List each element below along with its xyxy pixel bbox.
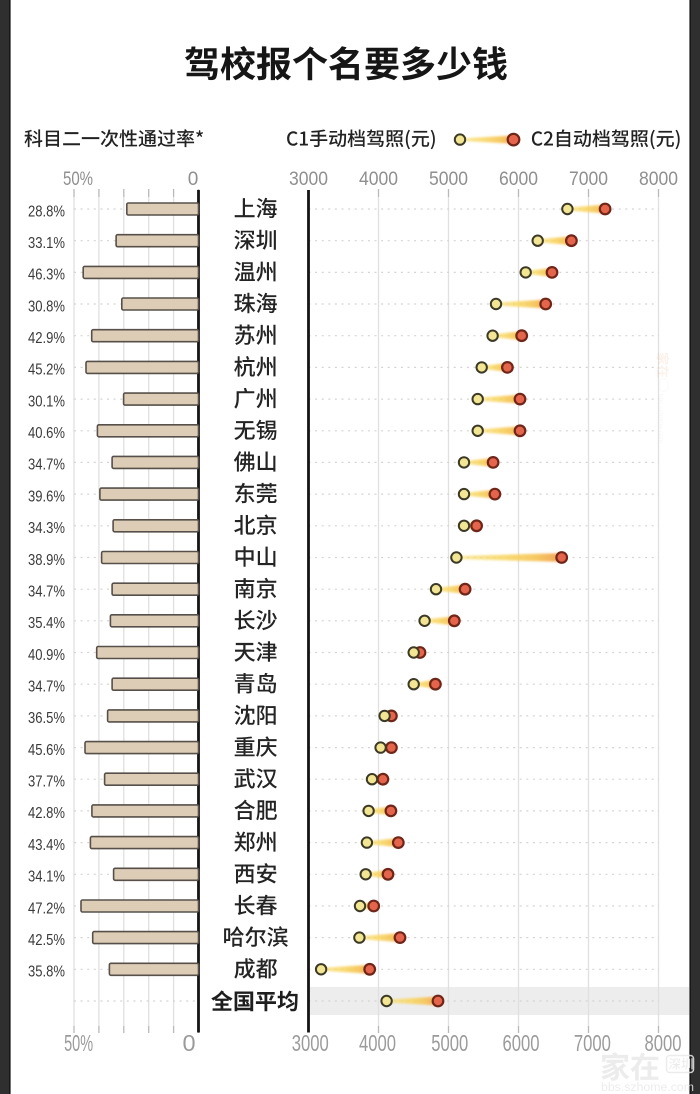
svg-text:34.3%: 34.3%: [28, 520, 65, 537]
svg-text:42.8%: 42.8%: [28, 805, 65, 822]
svg-text:36.5%: 36.5%: [28, 710, 65, 727]
svg-text:45.6%: 45.6%: [28, 742, 65, 759]
svg-text:5000: 5000: [431, 1030, 468, 1056]
svg-text:34.7%: 34.7%: [28, 679, 65, 696]
svg-text:3000: 3000: [289, 169, 328, 190]
svg-text:50%: 50%: [63, 169, 93, 190]
svg-text:5000: 5000: [429, 169, 468, 190]
svg-text:7000: 7000: [574, 1030, 611, 1056]
svg-text:4000: 4000: [359, 169, 398, 190]
svg-text:7000: 7000: [569, 169, 608, 190]
svg-text:43.4%: 43.4%: [28, 837, 65, 854]
svg-text:0: 0: [188, 169, 199, 190]
svg-text:34.7%: 34.7%: [28, 457, 65, 474]
svg-text:bbs.szhome.com: bbs.szhome.com: [601, 1082, 694, 1094]
svg-text:28.8%: 28.8%: [28, 203, 65, 220]
svg-text:40.6%: 40.6%: [28, 425, 65, 442]
svg-text:35.4%: 35.4%: [28, 615, 65, 632]
svg-text:40.9%: 40.9%: [28, 647, 65, 664]
svg-text:30.8%: 30.8%: [28, 298, 65, 315]
svg-text:8000: 8000: [645, 1030, 682, 1056]
svg-text:0: 0: [182, 1030, 195, 1056]
svg-text:45.2%: 45.2%: [28, 362, 65, 379]
svg-text:34.1%: 34.1%: [28, 869, 65, 886]
svg-text:35.8%: 35.8%: [28, 964, 65, 981]
svg-text:6000: 6000: [503, 1030, 540, 1056]
svg-text:33.1%: 33.1%: [28, 235, 65, 252]
svg-text:38.9%: 38.9%: [28, 552, 65, 569]
svg-text:46.3%: 46.3%: [28, 267, 65, 284]
svg-text:bbs.szhome.com: bbs.szhome.com: [657, 394, 664, 443]
svg-text:6000: 6000: [499, 169, 538, 190]
svg-text:34.7%: 34.7%: [28, 583, 65, 600]
svg-text:4000: 4000: [359, 1030, 396, 1056]
svg-text:42.9%: 42.9%: [28, 330, 65, 347]
svg-text:42.5%: 42.5%: [28, 932, 65, 949]
svg-text:50%: 50%: [64, 1030, 93, 1056]
svg-text:3000: 3000: [292, 1030, 329, 1056]
svg-text:30.1%: 30.1%: [28, 393, 65, 410]
svg-text:47.2%: 47.2%: [28, 900, 65, 917]
svg-text:8000: 8000: [639, 169, 678, 190]
svg-text:39.6%: 39.6%: [28, 488, 65, 505]
svg-text:37.7%: 37.7%: [28, 774, 65, 791]
